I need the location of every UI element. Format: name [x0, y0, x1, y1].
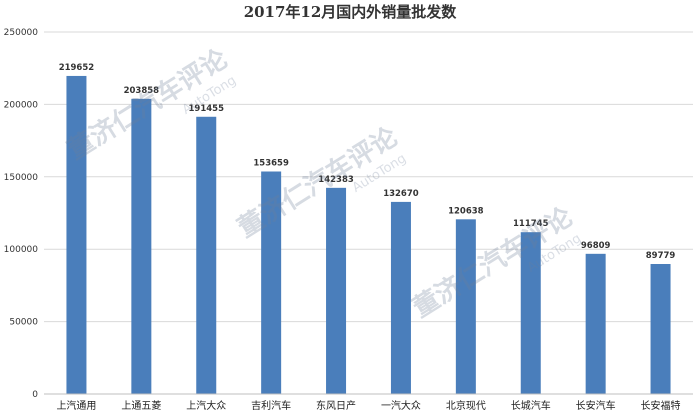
y-tick-label: 250000 [4, 28, 39, 38]
bar [66, 75, 87, 394]
bars [66, 75, 671, 395]
x-tick-label: 上通五菱 [121, 400, 161, 412]
chart-title: 2017年12月国内外销量批发数 [244, 3, 458, 21]
x-tick-label: 东风日产 [316, 399, 356, 412]
data-labels: 219652 203858 191455 153659 142383 132670 1206… [59, 63, 676, 261]
bar [196, 116, 217, 394]
x-tick-label: 上汽大众 [186, 399, 226, 412]
x-tick-label: 长安汽车 [576, 399, 616, 412]
data-label: 120638 [448, 206, 484, 216]
bar [585, 253, 606, 394]
bar [520, 232, 541, 394]
y-tick-label: 0 [32, 390, 38, 400]
bar [390, 201, 411, 394]
x-tick-label: 长安福特 [641, 399, 681, 412]
bar [650, 264, 671, 394]
data-label: 142383 [318, 175, 354, 185]
data-label: 96809 [581, 241, 611, 251]
data-label: 132670 [383, 189, 419, 199]
y-tick-label: 50000 [9, 318, 38, 328]
data-label: 203858 [124, 86, 160, 96]
y-tick-label: 150000 [4, 173, 39, 183]
bar [455, 219, 476, 394]
x-axis: 上汽通用 上通五菱 上汽大众 吉利汽车 东风日产 一汽大众 北京现代 长城汽车 长安汽车 长安福特 [44, 393, 693, 412]
x-tick-label: 吉利汽车 [251, 399, 291, 412]
data-label: 219652 [59, 63, 95, 73]
bar [131, 98, 152, 395]
x-tick-label: 长城汽车 [511, 399, 551, 412]
x-tick-label: 北京现代 [446, 399, 486, 412]
data-label: 111745 [513, 219, 549, 229]
bar [326, 187, 347, 394]
bar [261, 171, 282, 394]
y-tick-label: 100000 [4, 245, 39, 255]
y-axis: 0 50000 100000 150000 200000 250000 [4, 28, 39, 400]
x-tick-label: 上汽通用 [56, 399, 96, 412]
data-label: 89779 [646, 251, 676, 261]
y-tick-label: 200000 [4, 100, 39, 110]
data-label: 153659 [253, 159, 289, 169]
x-tick-label: 一汽大众 [381, 399, 421, 412]
data-label: 191455 [189, 104, 225, 114]
